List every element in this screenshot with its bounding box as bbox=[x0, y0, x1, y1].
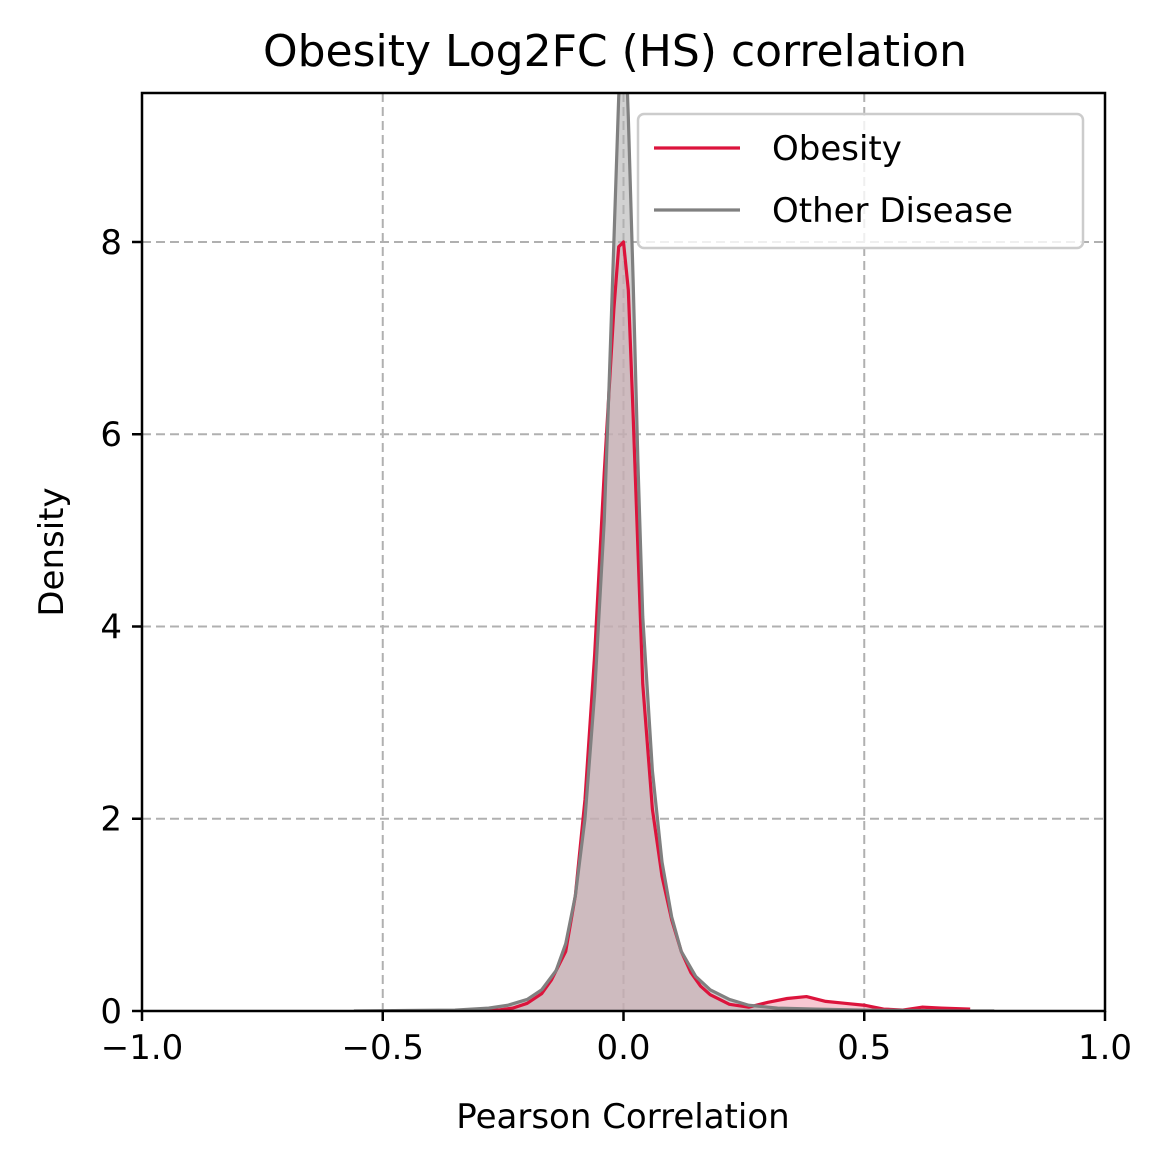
series-fills bbox=[353, 93, 995, 1011]
x-tick-label: 1.0 bbox=[1078, 1028, 1132, 1068]
y-tick-label: 8 bbox=[100, 223, 122, 263]
x-tick-label: −1.0 bbox=[101, 1028, 184, 1068]
y-tick-label: 2 bbox=[100, 800, 122, 840]
x-tick-label: 0.5 bbox=[837, 1028, 891, 1068]
y-tick-label: 0 bbox=[100, 992, 122, 1032]
x-tick-label: −0.5 bbox=[341, 1028, 424, 1068]
legend-box bbox=[636, 112, 1085, 250]
series-group bbox=[353, 93, 995, 1011]
y-tick-label: 4 bbox=[100, 607, 122, 647]
legend: Obesity Other Disease bbox=[636, 112, 1085, 250]
chart-title: Obesity Log2FC (HS) correlation bbox=[263, 26, 967, 77]
ticks: −1.0 −0.5 0.0 0.5 1.0 0 2 4 6 8 bbox=[100, 223, 1132, 1068]
y-tick-label: 6 bbox=[100, 415, 122, 455]
other-disease-line bbox=[353, 93, 995, 1011]
x-tick-label: 0.0 bbox=[596, 1028, 650, 1068]
legend-label-obesity: Obesity bbox=[772, 129, 902, 169]
x-axis-label: Pearson Correlation bbox=[456, 1097, 789, 1137]
legend-label-other-disease: Other Disease bbox=[772, 191, 1013, 231]
series-lines bbox=[353, 93, 995, 1011]
y-axis-label: Density bbox=[32, 487, 72, 616]
